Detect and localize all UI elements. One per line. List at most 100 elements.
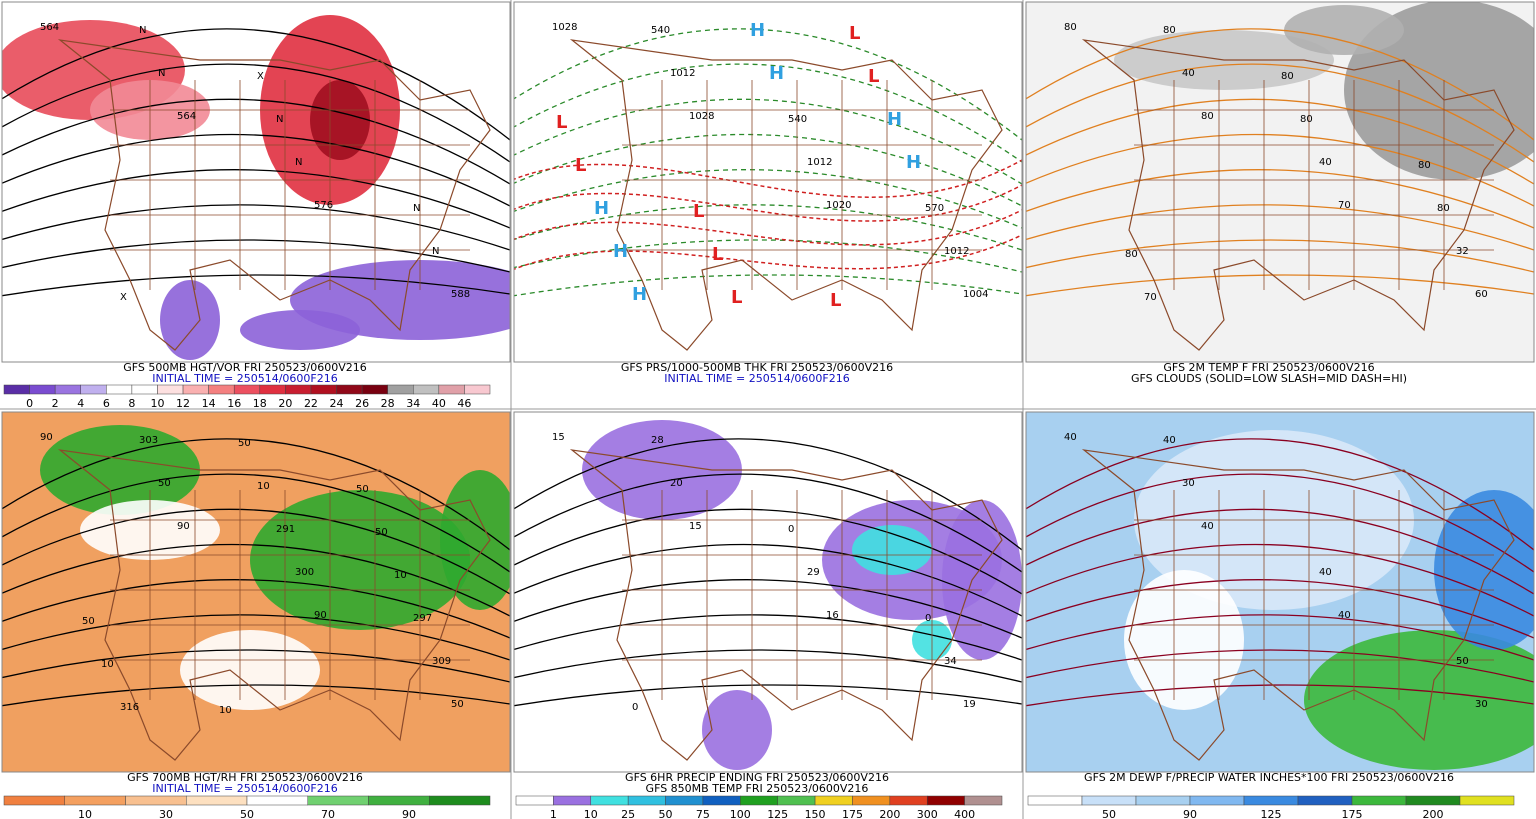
map-label: 80	[1064, 22, 1077, 33]
colorbar-label: 20	[278, 397, 292, 410]
colorbar-swatch	[246, 795, 308, 806]
panel: 40 40 40 30 30 40 50 40 GFS 2M DEWP F/PRECIP WAT…	[1025, 411, 1535, 819]
map: 90 90 90 50 50 300 309 303 291 297 316 10 10 10 50 50 50…	[2, 412, 510, 772]
colorbar-label: 200	[879, 808, 900, 819]
map-label: 300	[295, 567, 314, 578]
map-label: 50	[82, 616, 95, 627]
colorbar-label: 300	[917, 808, 938, 819]
map-frame	[513, 411, 1023, 773]
contour	[1026, 438, 1534, 551]
contour	[514, 684, 1022, 707]
map-label: 40	[1338, 610, 1351, 621]
colorbar-label: 30	[159, 808, 173, 819]
colorbar-swatch	[54, 384, 81, 395]
contour	[1026, 63, 1534, 163]
map-label: 0	[925, 613, 931, 624]
map: 40 40 40 30 30 40 50 40	[1026, 412, 1534, 772]
colorbar-label: 10	[584, 808, 598, 819]
map-label: 29	[807, 567, 820, 578]
map-label: 10	[257, 481, 270, 492]
map-label: 1028	[552, 22, 577, 33]
colorbar-swatch	[814, 795, 853, 806]
contour	[2, 508, 510, 595]
map-label: 80	[1163, 25, 1176, 36]
caption: GFS CLOUDS (SOLID=LOW SLASH=MID DASH=HI)	[1131, 372, 1407, 385]
colorbar-swatch	[1459, 795, 1515, 806]
map-label: 15	[689, 521, 702, 532]
map-label: 80	[1125, 249, 1138, 260]
panel: 1028 1028 1020 1004 1012 1012 1012 540 540 570 H H H…	[513, 1, 1023, 385]
map-label: 40	[1319, 157, 1332, 168]
contour	[514, 209, 1022, 246]
contour	[2, 239, 510, 273]
colorbar-swatch	[387, 384, 414, 395]
colorbar-label: 4	[77, 397, 84, 410]
map-label: 40	[1064, 432, 1077, 443]
colorbar-label: 175	[842, 808, 863, 819]
colorbar-swatch	[1243, 795, 1299, 806]
map-label: 291	[276, 524, 295, 535]
shaded-area	[1124, 570, 1244, 710]
contour	[1026, 473, 1534, 573]
contour	[1026, 684, 1534, 707]
map: 80 80 70 60 40 40 32 80 80 80 70 80 80 80	[1026, 2, 1534, 362]
map-label: 30	[1182, 478, 1195, 489]
map-label: L	[830, 290, 841, 311]
contour	[1026, 579, 1534, 639]
contour	[2, 684, 510, 707]
colorbar-swatch	[368, 795, 430, 806]
map-label: 80	[1418, 160, 1431, 171]
map-label: 70	[1338, 200, 1351, 211]
colorbar-label: 25	[621, 808, 635, 819]
colorbar-swatch	[3, 384, 30, 395]
map-label: 0	[632, 702, 638, 713]
colorbar-label: 6	[103, 397, 110, 410]
map-label: 50	[451, 699, 464, 710]
colorbar-label: 200	[1423, 808, 1444, 819]
colorbar-swatch	[515, 795, 554, 806]
colorbar-swatch	[464, 384, 491, 395]
contour	[514, 184, 1022, 222]
shaded-area	[1344, 2, 1534, 180]
map-label: L	[712, 244, 723, 265]
panel: 80 80 70 60 40 40 32 80 80 80 70 80 80 80 GFS 2M TEMP …	[1025, 1, 1535, 385]
map-label: 15	[552, 432, 565, 443]
colorbar-label: 70	[321, 808, 335, 819]
map-frame	[1, 1, 511, 363]
colorbar-swatch	[336, 384, 363, 395]
colorbar-swatch	[1081, 795, 1137, 806]
colorbar-label: 46	[457, 397, 471, 410]
colorbar-label: 24	[330, 397, 344, 410]
coastline	[57, 449, 491, 761]
colorbar-swatch	[208, 384, 235, 395]
map-label: 40	[1201, 521, 1214, 532]
map-label: H	[750, 20, 765, 41]
map-label: 1012	[670, 68, 695, 79]
colorbar-swatch	[80, 384, 107, 395]
colorbar-swatch	[1405, 795, 1461, 806]
coastline	[1081, 449, 1515, 761]
contour	[2, 543, 510, 617]
colorbar-swatch	[1297, 795, 1353, 806]
contour	[2, 98, 510, 185]
colorbar-swatch	[157, 384, 184, 395]
contour	[2, 579, 510, 639]
caption: GFS 700MB HGT/RH FRI 250523/0600V216	[127, 771, 363, 784]
contour	[514, 473, 1022, 573]
colorbar-swatch	[131, 384, 158, 395]
panel: 564 564 576 588 N N N N N N X X GFS 500MB HGT/VOR FR…	[1, 1, 511, 410]
colorbar-label: 40	[432, 397, 446, 410]
map-label: 309	[432, 656, 451, 667]
map-label: 10	[394, 570, 407, 581]
colorbar-swatch	[182, 384, 209, 395]
map-label: H	[632, 284, 647, 305]
colorbar-swatch	[1135, 795, 1191, 806]
map-label: L	[731, 287, 742, 308]
map-frame	[513, 1, 1023, 363]
map-label: 10	[219, 705, 232, 716]
map-label: L	[849, 23, 860, 44]
map-label: H	[769, 63, 784, 84]
map-label: 90	[177, 521, 190, 532]
colorbar-swatch	[665, 795, 704, 806]
map-label: 80	[1201, 111, 1214, 122]
